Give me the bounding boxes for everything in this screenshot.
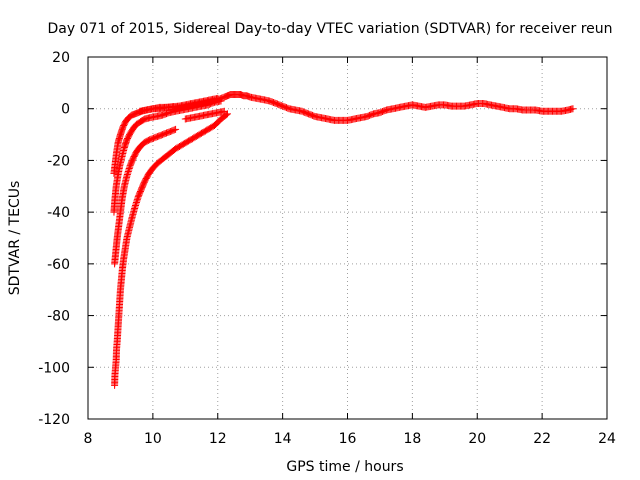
x-axis-title: GPS time / hours xyxy=(286,459,403,475)
y-tick-label: -80 xyxy=(47,309,70,325)
y-tick-label: -60 xyxy=(47,257,70,273)
data-point xyxy=(172,125,180,133)
data-point xyxy=(569,105,577,113)
x-tick-label: 8 xyxy=(84,431,93,447)
y-tick-label: 20 xyxy=(52,50,70,66)
y-tick-label: -40 xyxy=(47,205,70,221)
x-tick-label: 18 xyxy=(403,431,421,447)
x-tick-label: 10 xyxy=(144,431,162,447)
x-tick-label: 22 xyxy=(533,431,551,447)
data-point xyxy=(220,107,228,115)
x-tick-label: 16 xyxy=(339,431,357,447)
y-tick-label: -120 xyxy=(38,412,70,428)
y-axis-title: SDTVAR / TECUs xyxy=(7,181,23,296)
x-tick-label: 12 xyxy=(209,431,227,447)
y-tick-label: 0 xyxy=(61,102,70,118)
x-tick-label: 20 xyxy=(468,431,486,447)
x-tick-label: 14 xyxy=(274,431,292,447)
y-tick-label: -20 xyxy=(47,153,70,169)
data-points xyxy=(110,90,577,389)
x-tick-label: 24 xyxy=(598,431,616,447)
series-arc-mid xyxy=(111,125,180,268)
chart-title: Day 071 of 2015, Sidereal Day-to-day VTE… xyxy=(47,21,612,37)
series-arc-lower xyxy=(181,107,228,123)
data-point xyxy=(170,126,178,134)
tick-labels: 8 10 12 14 16 18 20 22 24 20 0 -20 -40 -60 -80 -100 -120 xyxy=(38,50,616,447)
plot-frame xyxy=(87,56,608,420)
series-main-track xyxy=(136,90,577,124)
series-arc-steep xyxy=(111,110,231,389)
y-tick-label: -100 xyxy=(38,360,70,376)
